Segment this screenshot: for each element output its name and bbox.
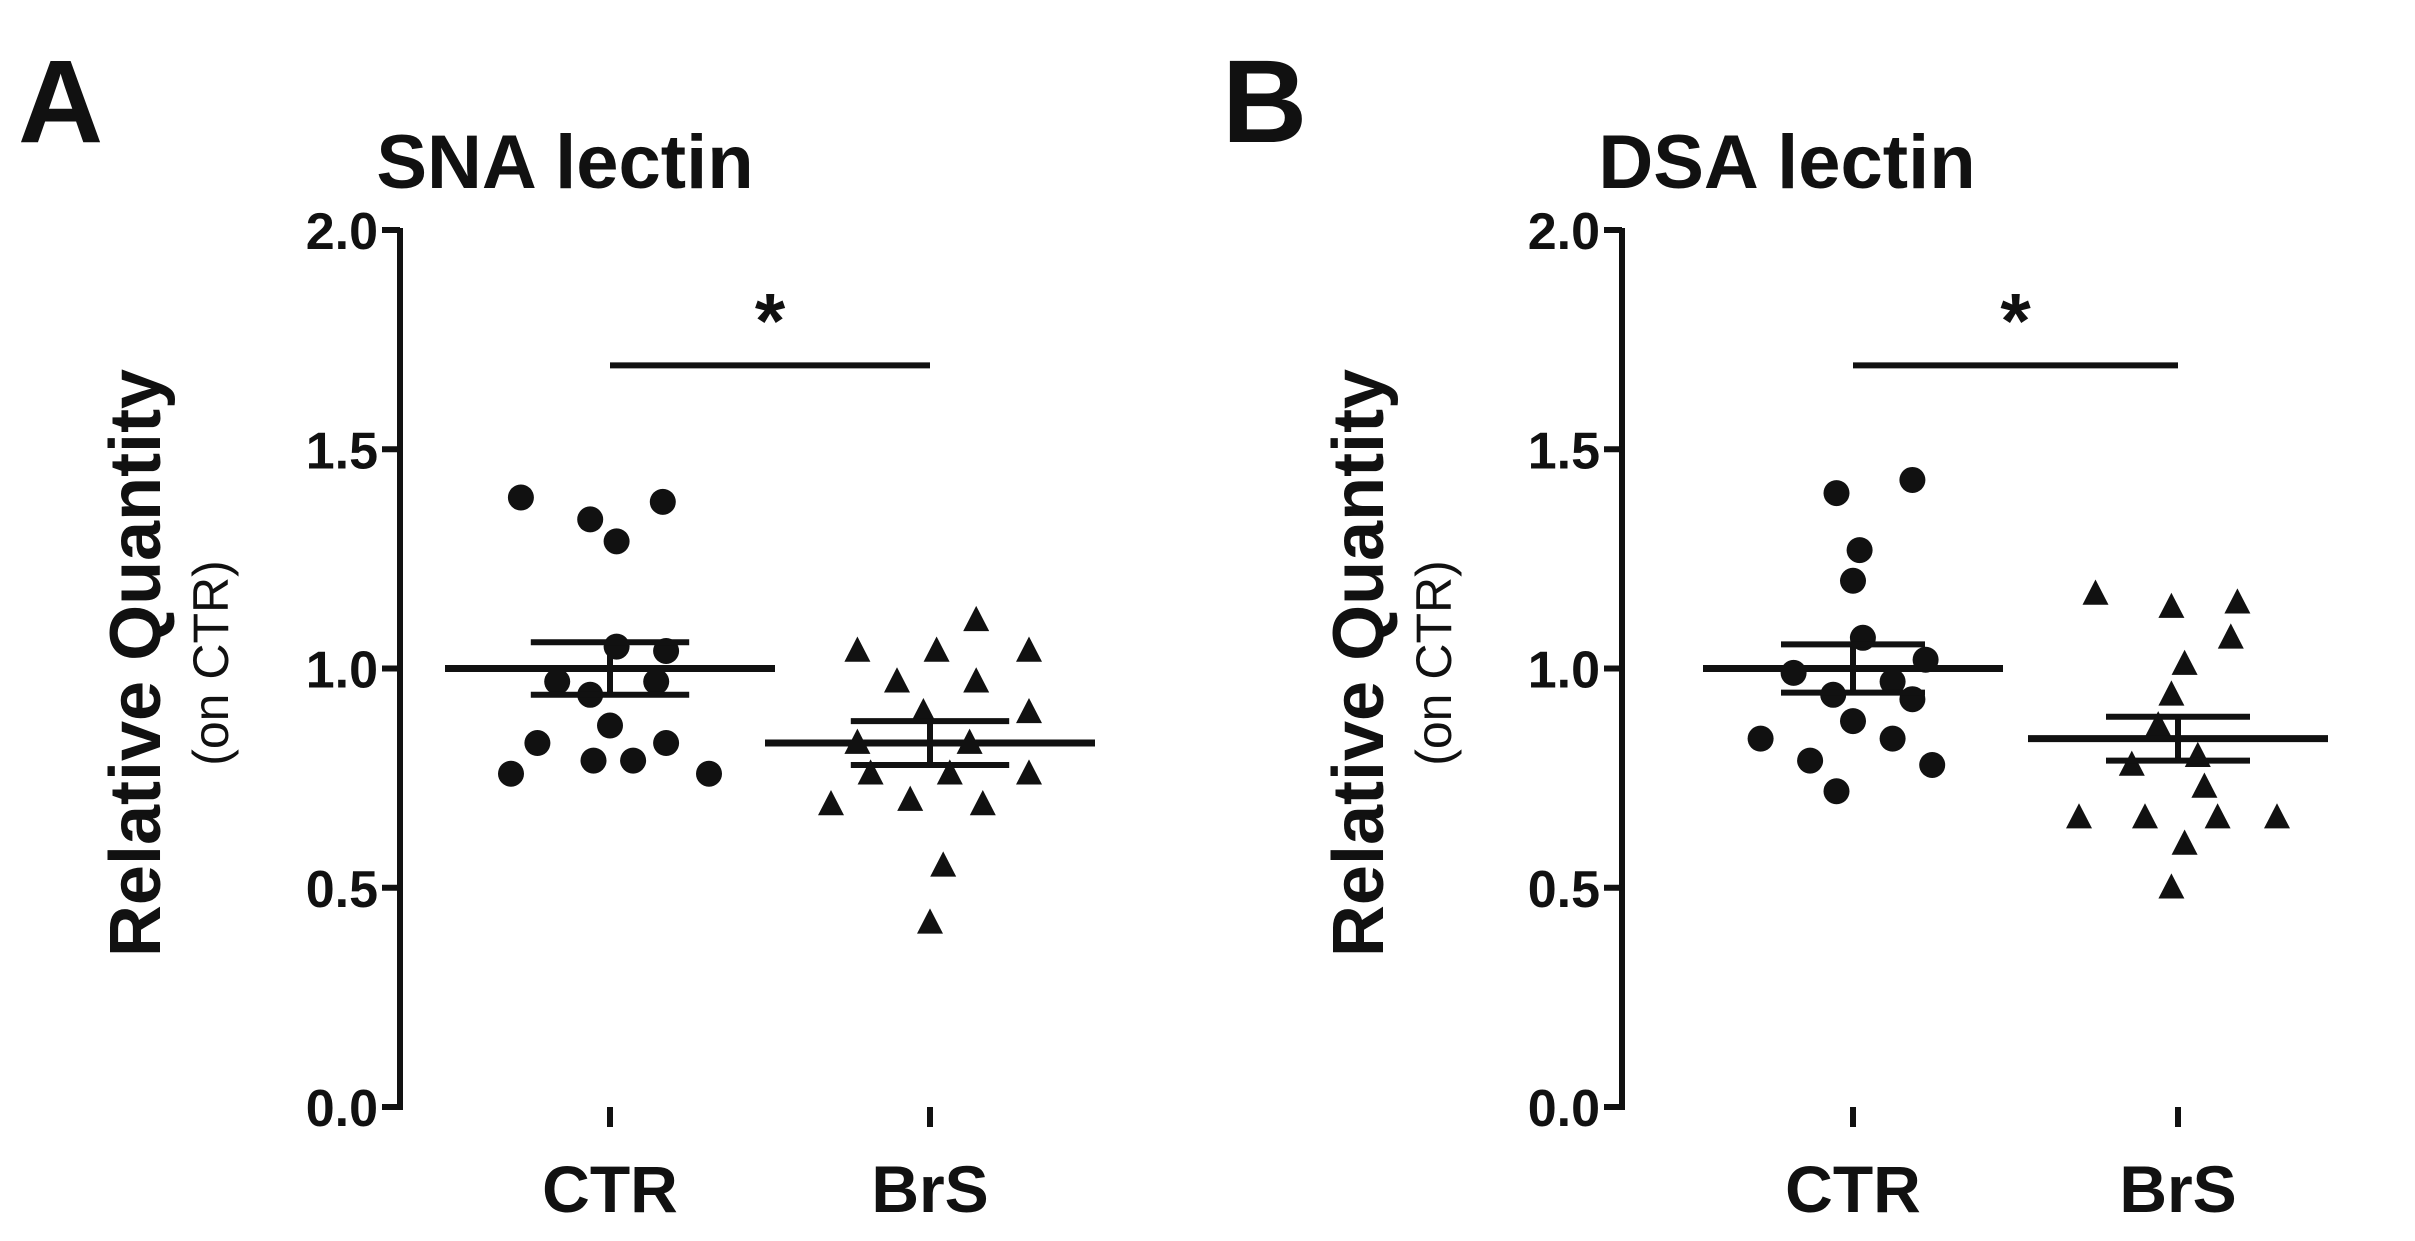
data-point-ctr <box>1747 725 1774 752</box>
data-point-ctr <box>597 712 623 739</box>
data-point-ctr <box>696 760 722 787</box>
data-point-brs <box>923 636 950 662</box>
significance-marker: * <box>2000 276 2031 364</box>
y-tick-label: 0.0 <box>306 1080 378 1138</box>
y-tick-label: 1.0 <box>1528 642 1600 700</box>
data-point-ctr <box>1823 778 1850 805</box>
data-point-ctr <box>1879 725 1906 752</box>
data-point-brs <box>2171 829 2198 855</box>
data-point-brs <box>1016 697 1042 724</box>
x-tick-label: BrS <box>871 1152 988 1226</box>
data-point-ctr <box>1780 659 1807 686</box>
data-point-brs <box>2158 873 2185 899</box>
data-point-brs <box>917 908 943 934</box>
data-point-brs <box>969 790 996 816</box>
y-tick-label: 2.0 <box>306 203 378 261</box>
data-point-ctr <box>643 668 670 695</box>
data-point-brs <box>2158 680 2185 706</box>
x-tick-label: CTR <box>1785 1152 1921 1226</box>
data-point-ctr <box>649 488 676 515</box>
data-point-brs <box>2191 772 2218 798</box>
data-point-brs <box>2158 592 2185 618</box>
data-point-brs <box>884 667 910 693</box>
y-axis-sublabel: (on CTR) <box>183 560 239 766</box>
data-point-brs <box>2082 579 2109 605</box>
y-tick-label: 0.5 <box>1528 861 1600 919</box>
data-point-ctr <box>524 730 551 757</box>
y-tick-label: 2.0 <box>1528 203 1600 261</box>
y-axis-label: Relative Quantity <box>1319 369 1399 957</box>
data-point-brs <box>930 851 957 877</box>
data-point-brs <box>897 785 924 811</box>
significance-marker: * <box>755 276 786 364</box>
y-tick-label: 1.5 <box>1528 422 1600 480</box>
chart-title-dsa: DSA lectin <box>1598 120 1975 205</box>
data-point-ctr <box>507 484 534 511</box>
data-point-brs <box>2066 803 2092 829</box>
data-point-ctr <box>1823 480 1850 507</box>
data-point-ctr <box>653 730 680 757</box>
y-tick-label: 0.0 <box>1528 1080 1600 1138</box>
data-point-brs <box>910 697 937 724</box>
y-tick-label: 0.5 <box>306 861 378 919</box>
data-point-ctr <box>577 506 604 533</box>
data-point-brs <box>1016 759 1042 785</box>
data-point-brs <box>936 759 963 785</box>
data-point-ctr <box>1899 466 1926 493</box>
data-point-brs <box>2217 623 2244 649</box>
data-point-brs <box>2132 803 2158 829</box>
data-point-brs <box>2224 588 2251 614</box>
data-point-brs <box>1016 636 1042 662</box>
y-tick-label: 1.5 <box>306 422 378 480</box>
panel-b: B DSA lectin Relative Quantity (on CTR) … <box>1222 36 2328 1226</box>
data-point-ctr <box>544 668 571 695</box>
data-point-ctr <box>1840 567 1866 594</box>
y-axis-label: Relative Quantity <box>96 369 176 957</box>
data-point-ctr <box>1840 708 1866 735</box>
data-point-ctr <box>498 760 524 787</box>
data-point-ctr <box>1919 751 1946 778</box>
data-point-ctr <box>620 747 647 774</box>
chart-title-sna: SNA lectin <box>376 120 753 205</box>
y-axis-sublabel: (on CTR) <box>1406 560 1462 766</box>
data-point-brs <box>818 790 844 816</box>
panel-letter-a: A <box>18 36 103 168</box>
data-point-brs <box>844 636 871 662</box>
data-point-ctr <box>1879 668 1906 695</box>
panel-a: A SNA lectin Relative Quantity (on CTR) … <box>18 36 1095 1226</box>
data-point-ctr <box>603 528 630 555</box>
x-tick-label: BrS <box>2119 1152 2236 1226</box>
data-point-brs <box>963 667 990 693</box>
data-point-brs <box>963 605 990 632</box>
data-point-brs <box>857 759 884 785</box>
y-tick-label: 1.0 <box>306 642 378 700</box>
panel-letter-b: B <box>1222 36 1307 168</box>
data-point-ctr <box>1846 537 1873 564</box>
data-point-ctr <box>580 747 607 774</box>
data-point-brs <box>2171 649 2198 675</box>
data-point-brs <box>2204 803 2231 829</box>
data-point-ctr <box>1797 747 1824 774</box>
x-tick-label: CTR <box>542 1152 678 1226</box>
data-point-brs <box>2264 803 2290 829</box>
data-point-brs <box>2145 711 2172 737</box>
